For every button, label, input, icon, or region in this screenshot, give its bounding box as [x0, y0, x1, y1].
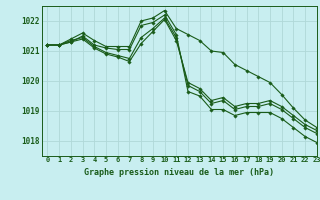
- X-axis label: Graphe pression niveau de la mer (hPa): Graphe pression niveau de la mer (hPa): [84, 168, 274, 177]
